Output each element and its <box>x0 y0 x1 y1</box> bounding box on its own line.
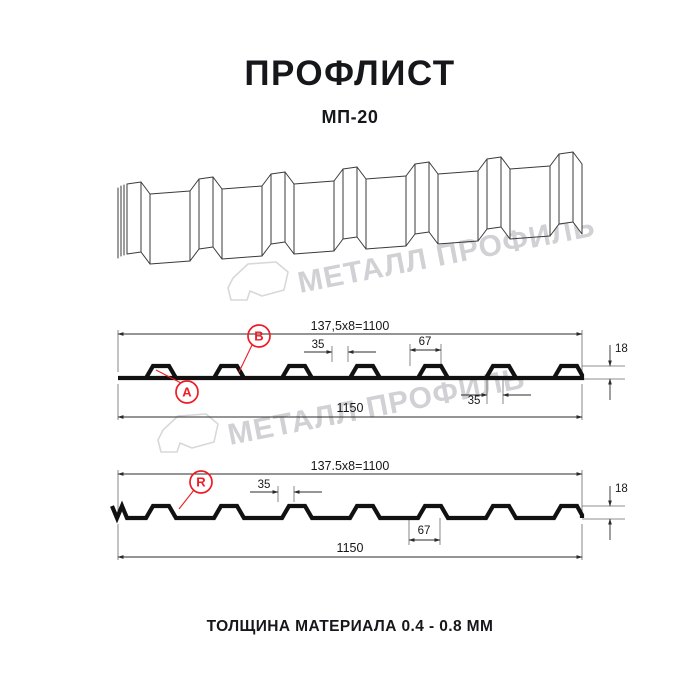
material-thickness-note: ТОЛЩИНА МАТЕРИАЛА 0.4 - 0.8 ММ <box>206 618 494 635</box>
dimension-value: 1150 <box>337 401 364 415</box>
dimension-value: 67 <box>418 525 431 537</box>
callout-label: B <box>254 329 263 344</box>
dimension-value: 18 <box>615 483 628 495</box>
cross-section-r: 137.5x8=1100 1150 18 35 67 <box>110 459 628 560</box>
dimension-rib-top-width: 35 <box>250 479 322 502</box>
isometric-corrugated-sheet <box>117 151 583 265</box>
callout-label: A <box>182 385 192 400</box>
dimension-value: 137.5x8=1100 <box>311 459 390 473</box>
dimension-pitch-total-top: 137,5x8=1100 <box>117 319 583 336</box>
dimension-value: 35 <box>312 339 325 351</box>
dimension-value: 67 <box>419 336 432 348</box>
title-block: ПРОФЛИСТ МП-20 <box>0 54 700 128</box>
dimension-profile-height: 18 <box>582 483 628 540</box>
profile-outline-r <box>110 500 585 524</box>
callout-a[interactable]: A <box>155 369 199 404</box>
dimension-value: 35 <box>258 479 271 491</box>
dimension-rib-base-width: 35 <box>461 378 531 407</box>
dimension-overall-width: 1150 <box>117 541 583 559</box>
callout-b[interactable]: B <box>238 324 271 373</box>
dimension-overall-width: 1150 <box>117 401 583 419</box>
dimension-profile-height: 18 <box>582 343 628 400</box>
dimension-value: 137,5x8=1100 <box>311 319 390 333</box>
dimension-rib-pitch-flat: 67 <box>408 518 441 545</box>
dimension-value: 1150 <box>337 541 364 555</box>
cross-section-a-b: 137,5x8=1100 1150 18 35 67 <box>117 319 628 420</box>
profile-outline-a-b <box>118 363 585 381</box>
dimension-value: 35 <box>468 395 481 407</box>
dimension-rib-top-width: 35 <box>304 339 376 362</box>
dimension-pitch-total-top: 137.5x8=1100 <box>117 459 583 476</box>
page-subtitle: МП-20 <box>321 106 379 127</box>
callout-label: R <box>196 475 206 490</box>
callout-r[interactable]: R <box>178 470 213 510</box>
dimension-value: 18 <box>615 343 628 355</box>
page-title: ПРОФЛИСТ <box>244 54 456 93</box>
dimension-rib-pitch-flat: 67 <box>409 336 442 366</box>
